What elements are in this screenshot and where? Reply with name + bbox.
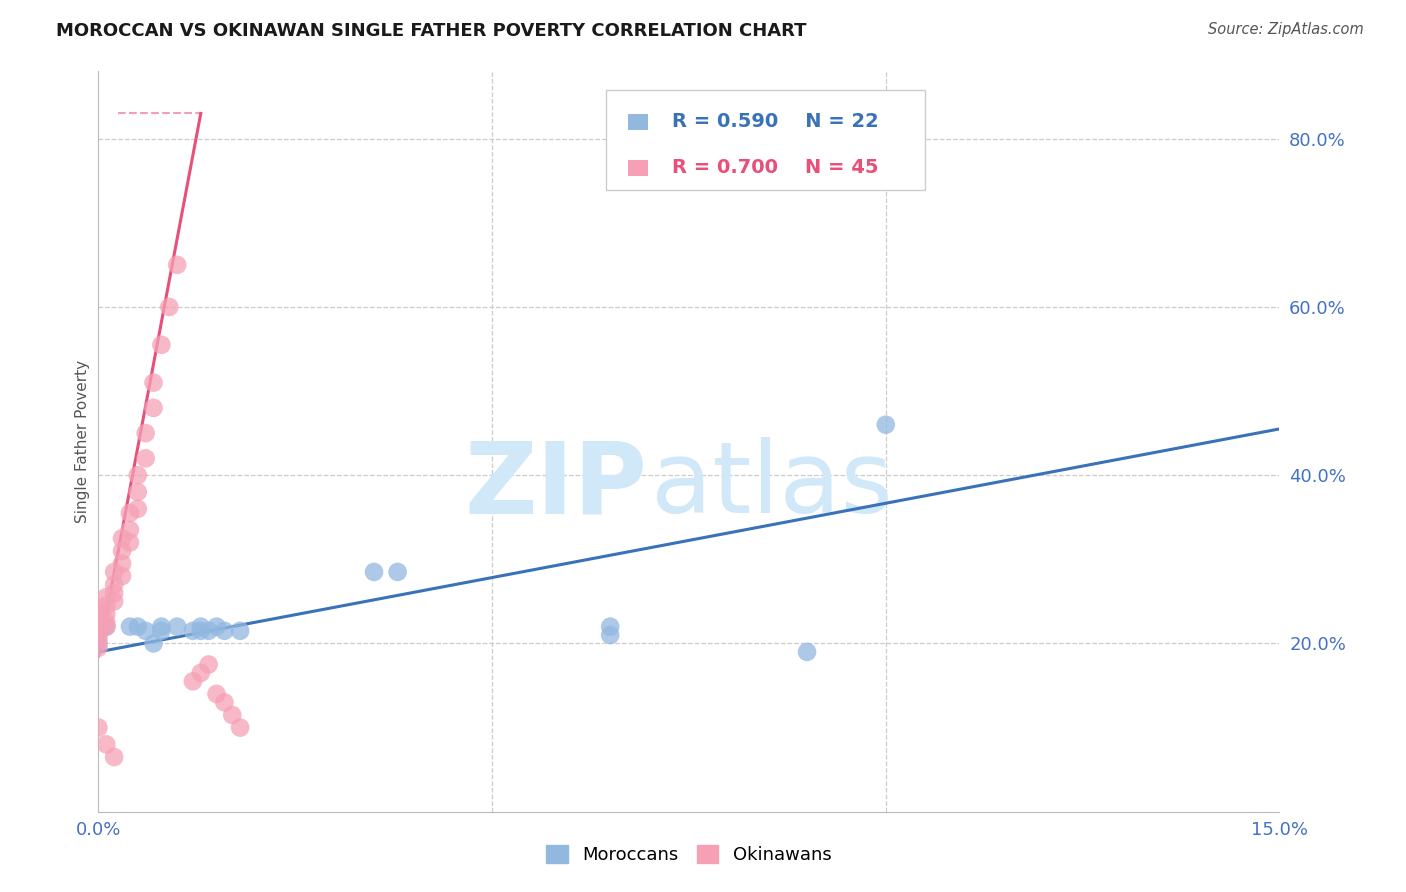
Point — [87, 619, 110, 633]
Point — [111, 544, 134, 558]
Point — [96, 599, 118, 613]
Point — [190, 665, 212, 680]
Point — [96, 615, 118, 630]
Point — [190, 619, 212, 633]
Point — [142, 636, 165, 650]
Point — [127, 619, 149, 633]
Point — [214, 624, 236, 638]
Point — [875, 417, 897, 432]
Point — [87, 615, 110, 630]
Point — [87, 721, 110, 735]
Point — [111, 569, 134, 583]
Point — [103, 594, 125, 608]
Point — [205, 687, 228, 701]
Point — [96, 590, 118, 604]
Bar — [627, 113, 648, 130]
Point — [387, 565, 409, 579]
Text: ZIP: ZIP — [465, 437, 648, 534]
Point — [118, 506, 141, 520]
Point — [87, 640, 110, 655]
Point — [118, 535, 141, 549]
Point — [87, 624, 110, 638]
Point — [96, 619, 118, 633]
FancyBboxPatch shape — [606, 90, 925, 190]
Point — [103, 577, 125, 591]
Point — [150, 619, 173, 633]
Point — [205, 619, 228, 633]
Point — [103, 750, 125, 764]
Point — [190, 624, 212, 638]
Point — [103, 586, 125, 600]
Point — [599, 619, 621, 633]
Point — [127, 501, 149, 516]
Point — [87, 632, 110, 647]
Point — [197, 624, 219, 638]
Point — [157, 300, 180, 314]
Point — [87, 603, 110, 617]
Text: Source: ZipAtlas.com: Source: ZipAtlas.com — [1208, 22, 1364, 37]
Point — [127, 468, 149, 483]
Point — [87, 636, 110, 650]
Point — [181, 624, 204, 638]
Point — [214, 695, 236, 709]
Point — [135, 451, 157, 466]
Point — [135, 426, 157, 441]
Point — [150, 338, 173, 352]
Point — [150, 624, 173, 638]
Point — [229, 721, 252, 735]
Y-axis label: Single Father Poverty: Single Father Poverty — [75, 360, 90, 523]
Point — [87, 607, 110, 621]
Bar — [627, 160, 648, 176]
Point — [181, 674, 204, 689]
Text: MOROCCAN VS OKINAWAN SINGLE FATHER POVERTY CORRELATION CHART: MOROCCAN VS OKINAWAN SINGLE FATHER POVER… — [56, 22, 807, 40]
Point — [87, 628, 110, 642]
Point — [111, 531, 134, 545]
Point — [96, 738, 118, 752]
Point — [142, 401, 165, 415]
Point — [96, 607, 118, 621]
Point — [111, 557, 134, 571]
Point — [118, 523, 141, 537]
Point — [87, 611, 110, 625]
Point — [96, 619, 118, 633]
Point — [135, 624, 157, 638]
Legend: Moroccans, Okinawans: Moroccans, Okinawans — [541, 839, 837, 870]
Point — [103, 565, 125, 579]
Point — [599, 628, 621, 642]
Point — [142, 376, 165, 390]
Point — [166, 258, 188, 272]
Point — [127, 485, 149, 500]
Point — [221, 708, 243, 723]
Point — [796, 645, 818, 659]
Text: R = 0.700    N = 45: R = 0.700 N = 45 — [672, 158, 879, 178]
Point — [229, 624, 252, 638]
Point — [197, 657, 219, 672]
Text: R = 0.590    N = 22: R = 0.590 N = 22 — [672, 112, 879, 131]
Text: atlas: atlas — [651, 437, 893, 534]
Point — [166, 619, 188, 633]
Point — [118, 619, 141, 633]
Point — [363, 565, 385, 579]
